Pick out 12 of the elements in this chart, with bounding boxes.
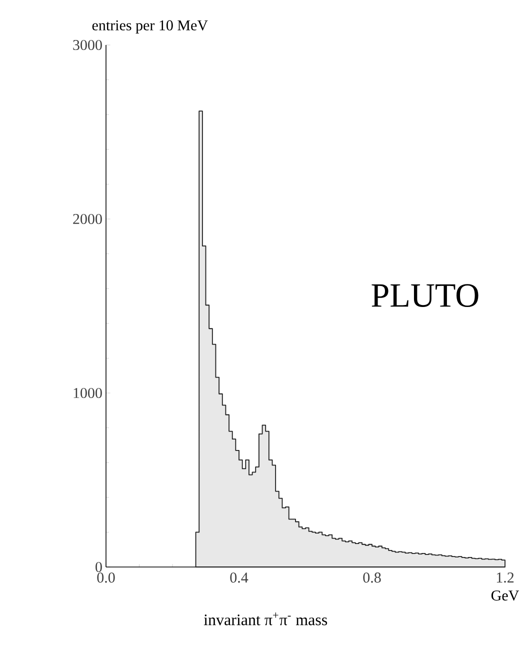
annotation: PLUTO [372, 284, 478, 307]
y-axis-title: entries per 10 MeV [92, 20, 208, 34]
x-axis-title: invariant π$^{+}$π$^{-}$ mass [204, 612, 328, 626]
x-tick-label: 0.4 [230, 572, 248, 583]
y-tick-label: 3000 [73, 40, 102, 50]
x-tick-label: 0.0 [97, 572, 115, 583]
x-tick-label: 1.2 [496, 572, 514, 583]
y-tick-label: 0 [96, 562, 102, 572]
text: GeV [491, 590, 520, 601]
y-tick-label: 2000 [73, 214, 102, 224]
x-tick-label: 0.8 [363, 572, 381, 583]
y-tick-label: 1000 [74, 388, 102, 398]
